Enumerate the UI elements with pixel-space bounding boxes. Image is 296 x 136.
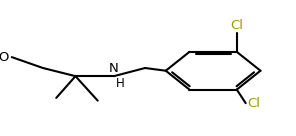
Text: Cl: Cl bbox=[230, 19, 243, 32]
Text: H: H bbox=[115, 77, 124, 90]
Text: N: N bbox=[109, 62, 119, 75]
Text: Cl: Cl bbox=[247, 97, 260, 110]
Text: HO: HO bbox=[0, 51, 10, 64]
